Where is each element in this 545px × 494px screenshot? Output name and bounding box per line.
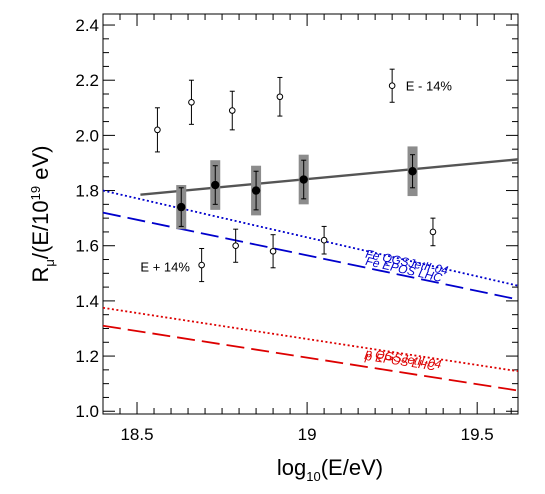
x-tick-label: 19 [298, 425, 317, 444]
data-point-open [198, 261, 205, 269]
data-point-open [320, 236, 328, 244]
data-point-open [188, 98, 195, 106]
model-line [102, 189, 519, 287]
data-point-open [232, 242, 239, 250]
data-point-open [269, 247, 277, 255]
y-tick-label: 1.6 [75, 237, 99, 256]
model-line [102, 324, 519, 392]
data-point-open [228, 107, 236, 114]
model-line [102, 211, 519, 301]
annotation-label: E + 14% [140, 259, 190, 274]
data-point-filled [251, 186, 261, 195]
model-line [102, 306, 519, 373]
plot-frame [102, 13, 519, 415]
y-tick-label: 1.4 [75, 292, 99, 311]
data-point-open [388, 82, 396, 90]
annotation-label: E - 14% [406, 79, 453, 94]
y-axis-title: Rμ/(E/1019 eV) [28, 146, 57, 283]
y-tick-label: 1.2 [75, 347, 99, 366]
data-point-open [276, 93, 284, 101]
y-tick-label: 2.0 [75, 126, 99, 145]
y-tick-label: 1.8 [75, 182, 99, 201]
fit-line-group [140, 158, 519, 196]
data-point-filled [408, 167, 417, 176]
data-point-filled [299, 175, 308, 184]
data-points [154, 68, 437, 283]
data-point-open [154, 126, 161, 134]
data-point-open [429, 228, 437, 236]
y-tick-label: 2.4 [75, 16, 99, 35]
x-tick-label: 19.5 [461, 425, 494, 444]
x-tick-label: 18.5 [120, 425, 153, 444]
fit-line [140, 158, 519, 196]
y-tick-label: 1.0 [75, 402, 99, 421]
data-point-filled [177, 202, 186, 212]
annotations: E - 14% E + 14% [140, 79, 452, 275]
x-axis-title: log10(E/eV) [277, 455, 383, 484]
y-tick-label: 2.2 [75, 71, 99, 90]
axis-ticks: 1.0 1.2 1.4 1.6 1.8 2.0 2.2 2.4 18.5 19 19.5 [75, 14, 518, 444]
data-point-filled [211, 180, 220, 190]
